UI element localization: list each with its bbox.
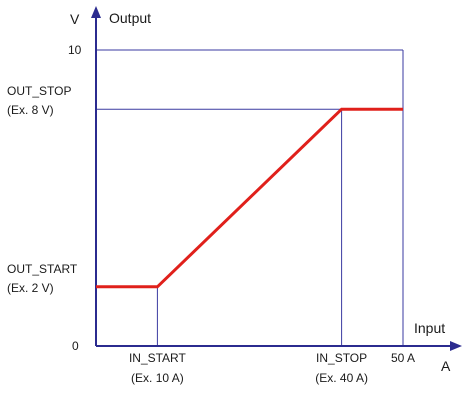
x-tick-label: (Ex. 40 A) bbox=[315, 371, 368, 385]
y-tick-label: OUT_START bbox=[7, 262, 78, 276]
y-axis-arrowhead bbox=[91, 6, 101, 18]
x-tick-labels: IN_START (Ex. 10 A) IN_STOP (Ex. 40 A) 50 A bbox=[129, 351, 415, 385]
x-axis-arrowhead bbox=[450, 341, 462, 351]
y-tick-labels: 0 OUT_START (Ex. 2 V) OUT_STOP (Ex. 8 V) 10 bbox=[7, 43, 82, 353]
x-tick-label: IN_STOP bbox=[316, 351, 367, 365]
x-tick-label: 50 A bbox=[391, 351, 415, 365]
axes bbox=[91, 6, 462, 351]
y-axis-title: Output bbox=[109, 10, 151, 26]
y-tick-label: 10 bbox=[68, 43, 82, 57]
x-axis-title: Input bbox=[414, 320, 445, 336]
y-tick-label: (Ex. 8 V) bbox=[7, 103, 54, 117]
y-tick-label: OUT_STOP bbox=[7, 84, 71, 98]
guide-lines bbox=[96, 49, 404, 346]
series-line bbox=[96, 107, 403, 289]
series-group bbox=[96, 107, 403, 289]
x-tick-label: (Ex. 10 A) bbox=[131, 371, 184, 385]
y-tick-label: (Ex. 2 V) bbox=[7, 281, 54, 295]
y-tick-label: 0 bbox=[72, 339, 79, 353]
x-axis-unit: A bbox=[441, 358, 451, 374]
x-tick-label: IN_START bbox=[129, 351, 187, 365]
y-axis-unit: V bbox=[70, 11, 80, 27]
